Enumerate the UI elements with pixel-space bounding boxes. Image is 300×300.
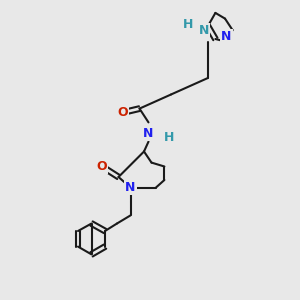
- Text: H: H: [164, 130, 174, 144]
- Text: N: N: [143, 127, 154, 140]
- Text: N: N: [221, 30, 232, 43]
- Text: N: N: [125, 181, 136, 194]
- Text: O: O: [97, 160, 107, 173]
- Text: H: H: [183, 17, 194, 31]
- Text: O: O: [118, 106, 128, 119]
- Text: N: N: [199, 23, 209, 37]
